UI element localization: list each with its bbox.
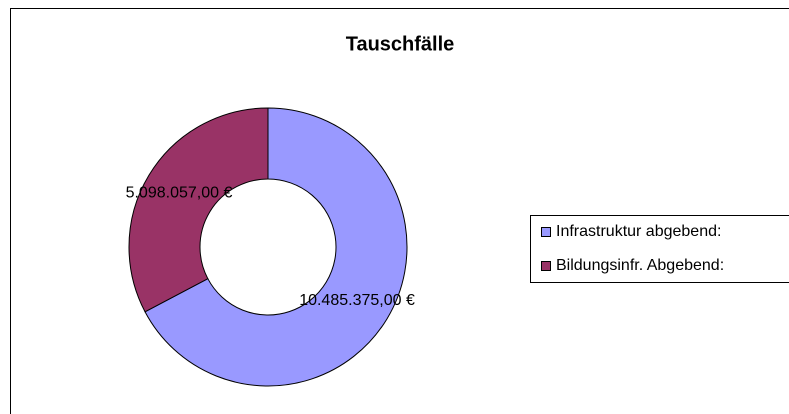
legend-swatch [541,261,551,271]
legend-label: Infrastruktur abgebend: [556,223,721,240]
donut-slice [144,107,408,387]
chart-title: Tauschfälle [346,33,455,55]
donut-slice [128,107,269,313]
data-label: 10.485.375,00 € [299,292,415,309]
legend-box [530,215,789,283]
data-label: 5.098.057,00 € [126,184,233,201]
legend-label: Bildungsinfr. Abgebend: [556,257,724,274]
legend-swatch [541,227,551,237]
